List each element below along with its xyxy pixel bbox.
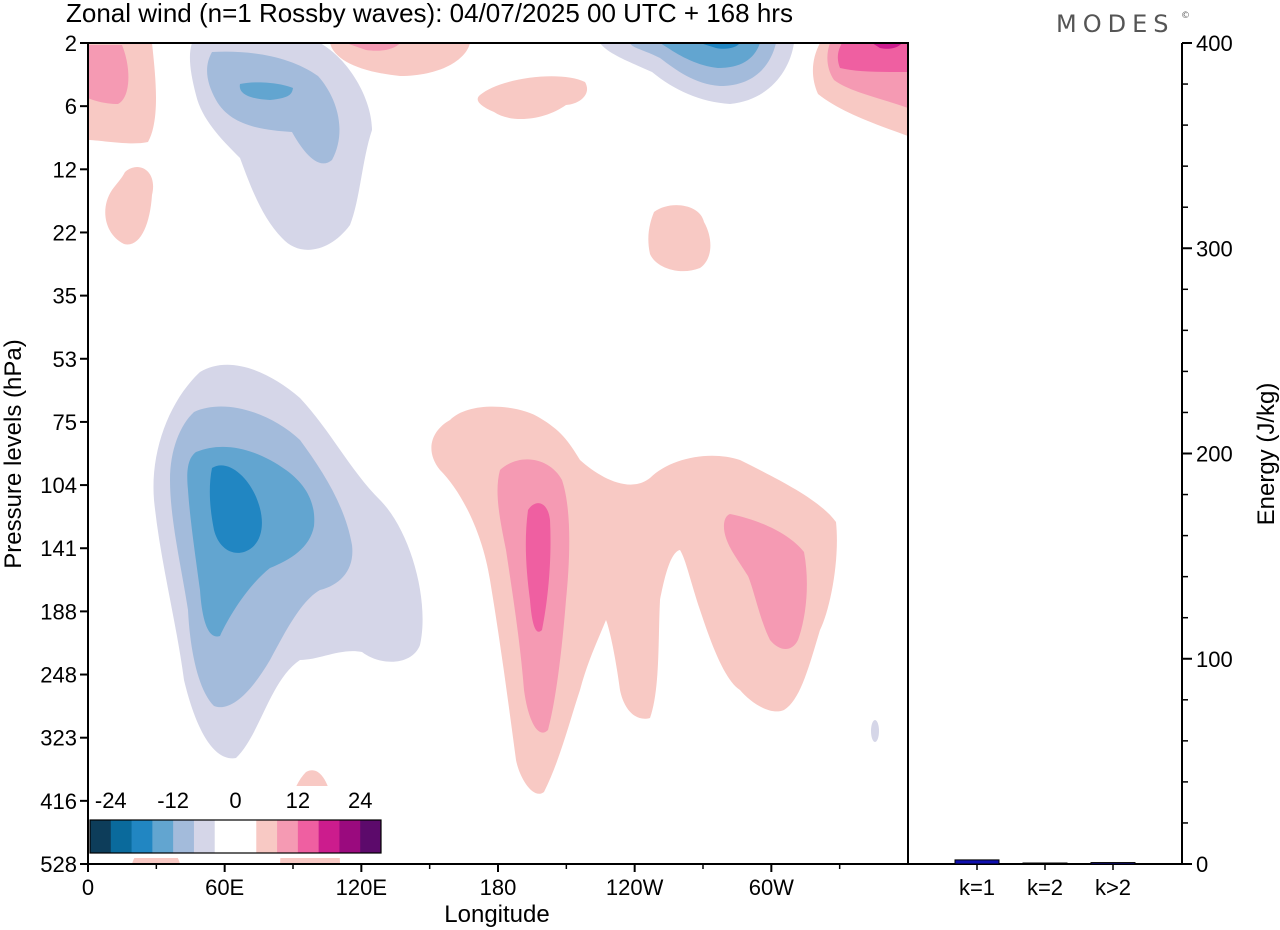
contour-pos-trop-3 <box>525 503 551 632</box>
contour-pos-small <box>648 205 711 272</box>
x-tick-label: 0 <box>82 875 94 900</box>
colorbar-labels: -24 -12 0 12 24 <box>95 788 373 813</box>
y-tick-label: 141 <box>40 536 77 561</box>
contour-field <box>88 43 908 864</box>
colorbar-label: 24 <box>348 788 372 813</box>
colorbar-swatch <box>297 820 320 853</box>
contour-pos-trop-4 <box>723 514 807 649</box>
colorbar: -24 -12 0 12 24 <box>88 786 386 858</box>
y-tick-label: 528 <box>40 852 77 877</box>
y-tick-label: 188 <box>40 599 77 624</box>
colorbar-swatch <box>193 820 216 853</box>
chart-title: Zonal wind (n=1 Rossby waves): 04/07/202… <box>66 0 793 28</box>
colorbar-swatch <box>152 820 174 853</box>
contour-pos-mid-strat <box>477 76 588 120</box>
y-tick-label: 22 <box>53 220 77 245</box>
energy-bar <box>1022 862 1068 865</box>
x-tick-labels: 0 60E 120E 180 120W 60W <box>82 875 794 900</box>
contour-pos-top-right-3 <box>837 43 908 72</box>
colorbar-swatch <box>277 820 299 853</box>
y-tick-label: 248 <box>40 663 77 688</box>
contour-neg-stratosphere-3 <box>239 82 293 100</box>
contour-pos-upperleft-core <box>88 45 129 104</box>
colorbar-swatch <box>173 820 195 853</box>
colorbar-swatch <box>318 820 340 853</box>
colorbar-swatch <box>256 820 278 853</box>
x-tick-label: 120E <box>336 875 387 900</box>
contour-pos-top-middle-core <box>346 43 400 51</box>
colorbar-swatches <box>90 820 382 853</box>
energy-bar <box>954 859 1000 865</box>
y-tick-label: 35 <box>53 284 77 309</box>
energy-panel: k=1 k=2 k>2 0 100 200 300 400 Energy (J/kg) <box>908 31 1280 900</box>
contour-neg-stratosphere-2 <box>207 51 340 164</box>
y-tick-label: 6 <box>65 94 77 119</box>
modes-logo: MODES <box>1056 10 1174 38</box>
y-tick-label: 2 <box>65 31 77 56</box>
energy-y-tick-label: 400 <box>1196 31 1233 56</box>
contour-pos-top-middle <box>330 43 470 76</box>
energy-y-tick-label: 0 <box>1196 852 1208 877</box>
energy-axis-label: Energy (J/kg) <box>1253 383 1280 526</box>
energy-category-labels: k=1 k=2 k>2 <box>959 864 1131 900</box>
main-axes: 2 6 12 22 35 53 75 104 141 188 248 323 416 528 0 60E 12… <box>0 31 909 928</box>
y-tick-label: 416 <box>40 789 77 814</box>
energy-y-tick-label: 200 <box>1196 442 1233 467</box>
energy-bar <box>1090 862 1136 865</box>
y-tick-marks <box>80 42 88 865</box>
colorbar-swatch <box>90 820 112 853</box>
colorbar-frame <box>89 819 382 854</box>
colorbar-swatch <box>360 820 382 853</box>
y-tick-label: 104 <box>40 473 77 498</box>
x-tick-label: 60W <box>749 875 794 900</box>
y-tick-label: 53 <box>53 347 77 372</box>
contour-pos-upperleft-2 <box>105 166 154 245</box>
contour-pos-top-right-4 <box>872 43 902 49</box>
colorbar-label: 0 <box>229 788 241 813</box>
colorbar-label: -12 <box>157 788 189 813</box>
energy-bars <box>954 859 1136 865</box>
colorbar-swatch <box>214 820 236 853</box>
contour-neg-small <box>871 720 879 742</box>
y-axis-label: Pressure levels (hPa) <box>0 339 27 568</box>
energy-y-tick-label: 100 <box>1196 647 1233 672</box>
energy-category-label: k=2 <box>1027 875 1063 900</box>
energy-category-label: k>2 <box>1095 875 1131 900</box>
x-tick-label: 180 <box>480 875 517 900</box>
contour-neg-trop-4 <box>209 465 262 553</box>
y-tick-label: 323 <box>40 726 77 751</box>
x-tick-marks <box>87 864 841 872</box>
x-axis-label: Longitude <box>444 901 549 928</box>
x-tick-label: 60E <box>205 875 244 900</box>
colorbar-label: 12 <box>286 788 310 813</box>
y-tick-labels: 2 6 12 22 35 53 75 104 141 188 248 323 416 528 <box>40 31 77 877</box>
colorbar-swatch <box>131 820 153 853</box>
energy-y-ticks: 0 100 200 300 400 <box>1182 31 1233 877</box>
energy-y-tick-label: 300 <box>1196 236 1233 261</box>
colorbar-label: -24 <box>95 788 127 813</box>
colorbar-swatch <box>110 820 133 853</box>
x-tick-label: 120W <box>606 875 664 900</box>
colorbar-swatch <box>339 820 361 853</box>
contour-neg-top-right-4 <box>700 43 740 49</box>
colorbar-swatch <box>235 820 257 853</box>
y-tick-label: 12 <box>53 157 77 182</box>
logo-mark: © <box>1181 11 1190 21</box>
y-tick-label: 75 <box>53 410 77 435</box>
energy-category-label: k=1 <box>959 875 995 900</box>
contour-neg-top-right-3 <box>660 43 760 68</box>
